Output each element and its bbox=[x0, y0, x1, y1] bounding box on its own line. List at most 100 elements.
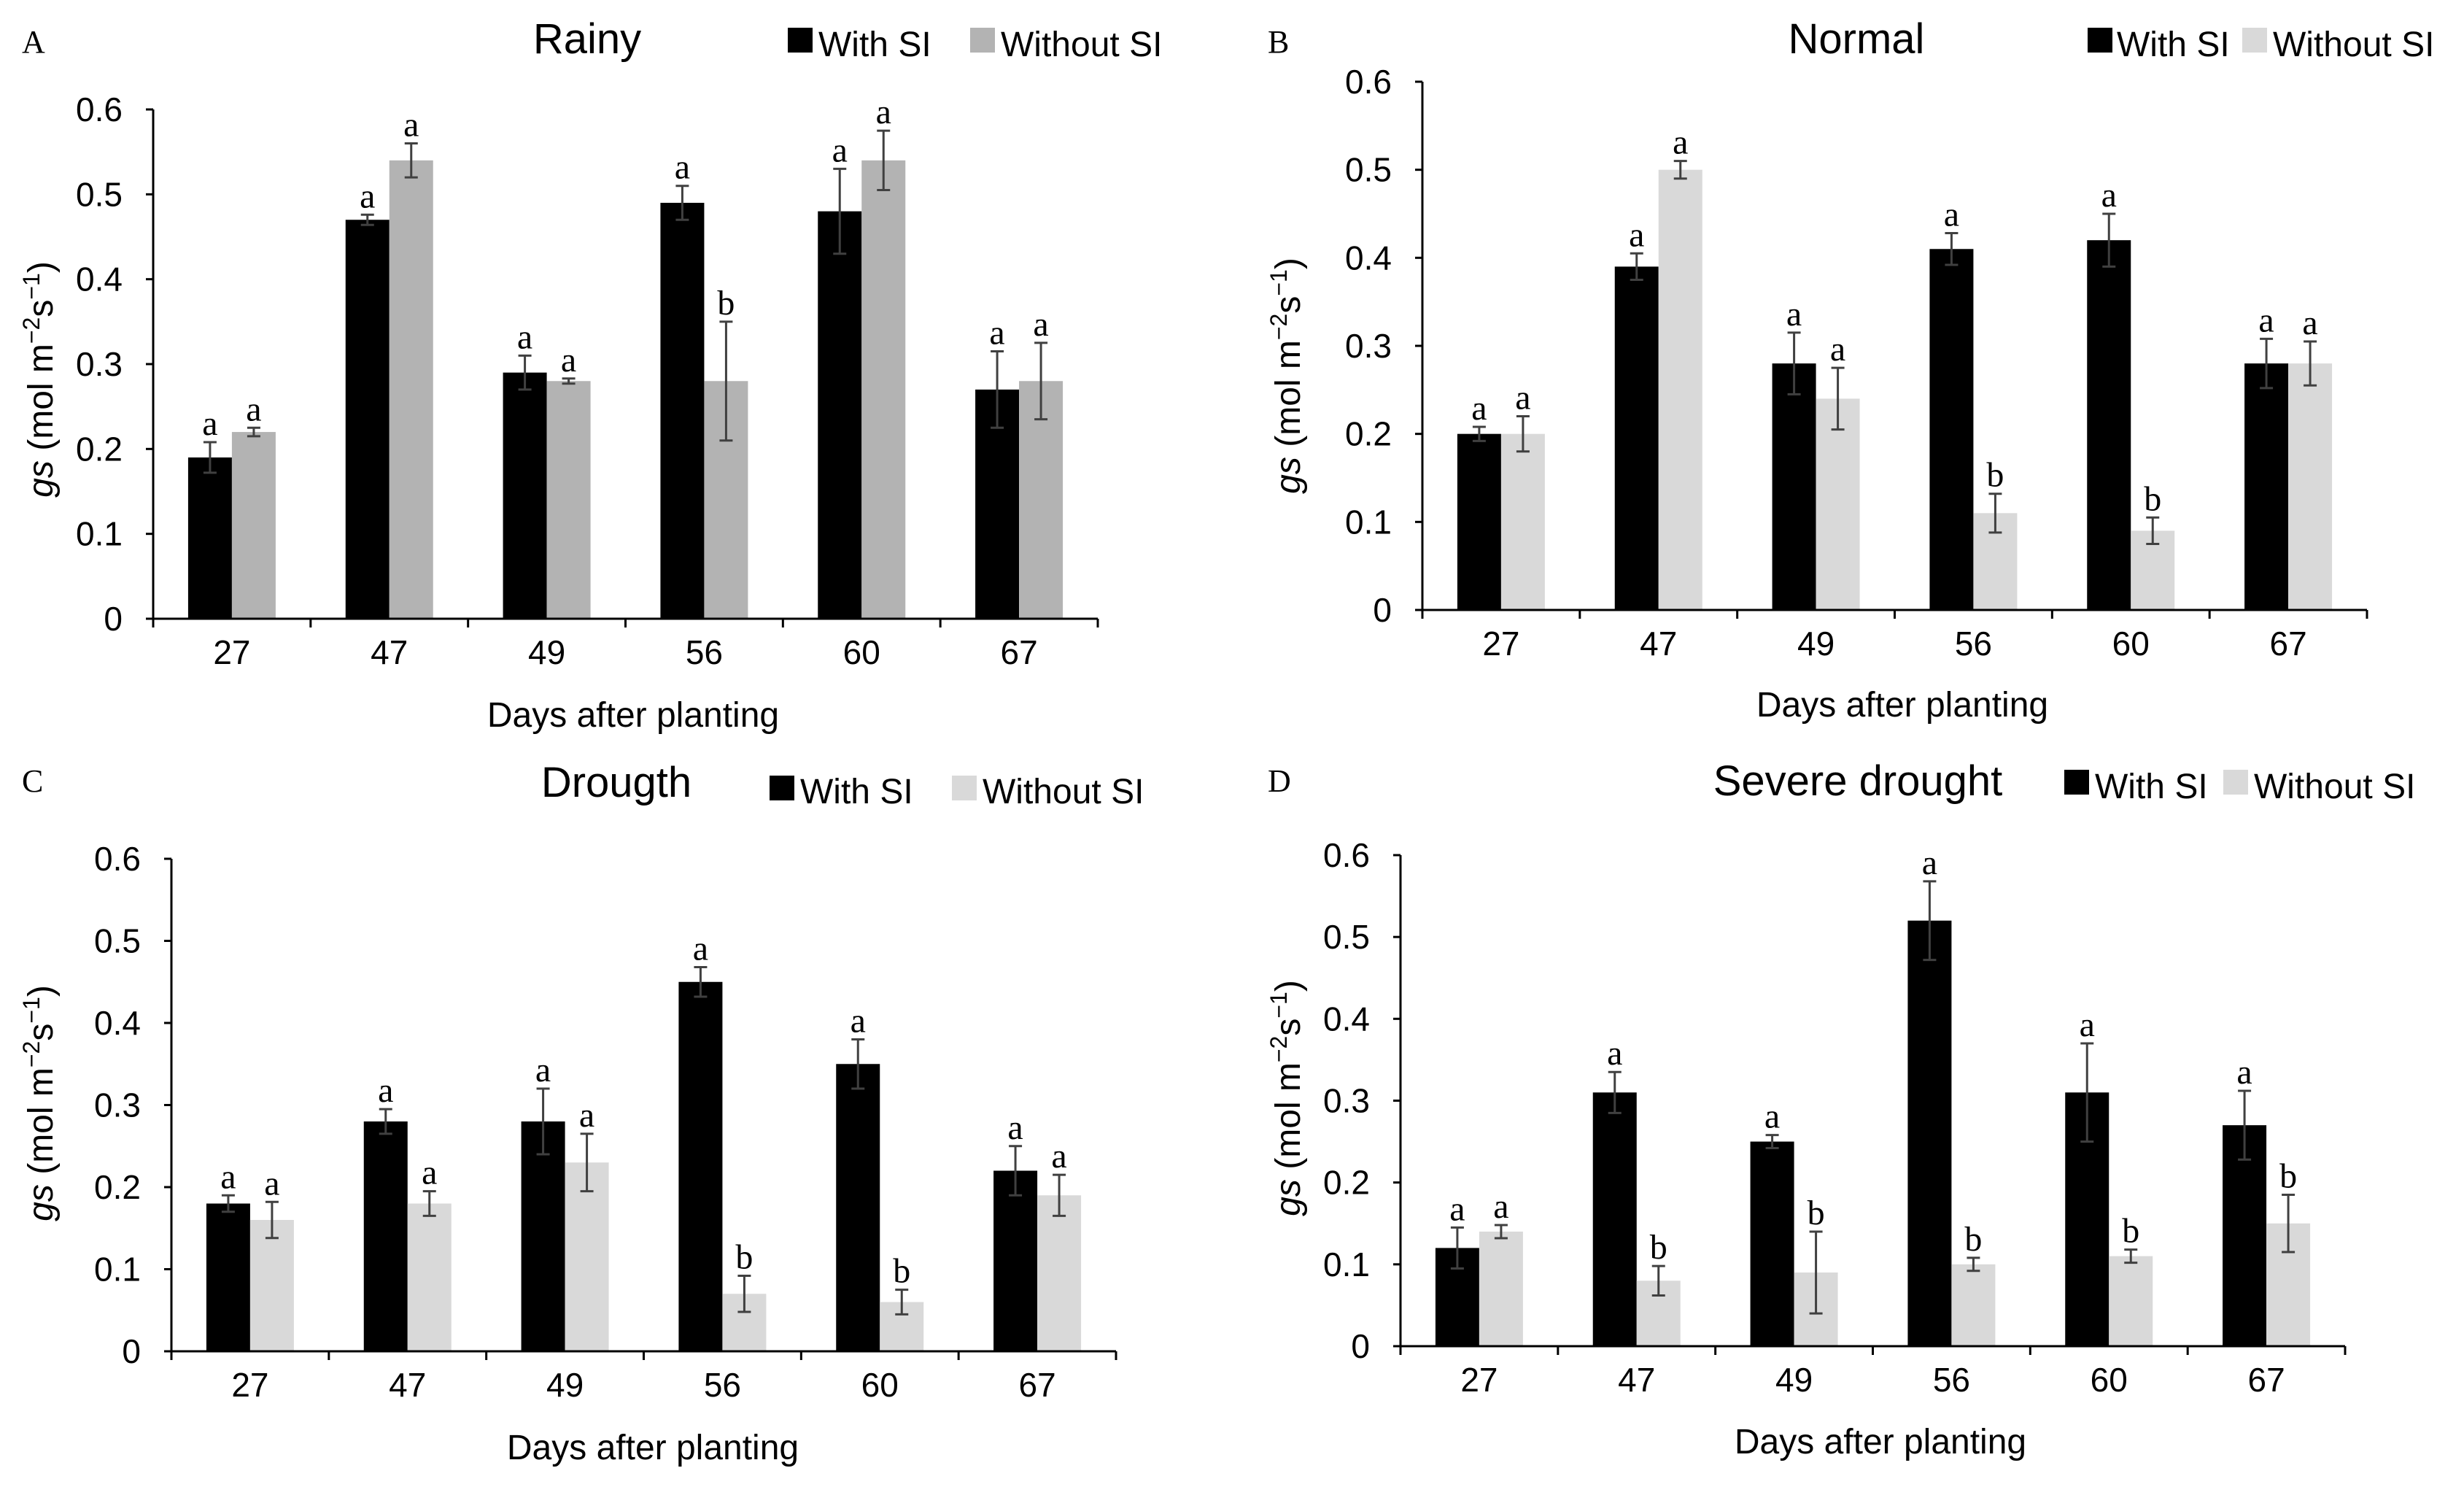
bar-with-si bbox=[206, 1203, 250, 1351]
bar-with-si bbox=[363, 1121, 408, 1351]
error-bar bbox=[1630, 252, 1643, 281]
legend-swatch-without-si bbox=[2223, 770, 2248, 795]
legend-swatch-with-si bbox=[770, 776, 794, 800]
legend-swatch-without-si bbox=[2242, 28, 2267, 53]
x-tick-label: 47 bbox=[1640, 625, 1677, 663]
significance-letter: a bbox=[1007, 1108, 1023, 1147]
legend-swatch-without-si bbox=[970, 28, 995, 53]
y-tick-label: 0 bbox=[122, 1332, 141, 1370]
significance-letter: a bbox=[561, 341, 576, 379]
x-axis-label: Days after planting bbox=[1756, 686, 2048, 725]
legend-label-without-si: Without SI bbox=[983, 773, 1144, 811]
error-bar bbox=[2260, 337, 2274, 390]
error-bar bbox=[1809, 1230, 1823, 1315]
x-tick-label: 56 bbox=[1933, 1361, 1970, 1399]
significance-letter: a bbox=[1764, 1097, 1780, 1136]
significance-letter: a bbox=[1449, 1189, 1465, 1228]
error-bar bbox=[221, 1194, 235, 1213]
significance-letter: a bbox=[1830, 330, 1845, 368]
error-bar bbox=[1009, 1145, 1023, 1197]
x-tick-label: 67 bbox=[2269, 625, 2306, 663]
bar-with-si bbox=[503, 372, 547, 619]
x-tick-label: 49 bbox=[528, 633, 565, 671]
error-bar bbox=[265, 1200, 279, 1240]
bar-with-si bbox=[187, 457, 232, 619]
bar-without-si bbox=[1951, 1264, 1996, 1346]
significance-letter: b bbox=[2122, 1212, 2139, 1251]
significance-letter: b bbox=[2144, 479, 2161, 518]
y-axis-label: gs (mol m−2s−1) bbox=[1266, 980, 1308, 1216]
y-tick-label: 0.6 bbox=[94, 840, 141, 878]
significance-letter: b bbox=[2279, 1156, 2297, 1195]
y-tick-label: 0.4 bbox=[94, 1004, 141, 1042]
panel-c-drougth: C Drougth With SI Without SI Days after … bbox=[18, 759, 1144, 1467]
x-tick-label: 60 bbox=[2091, 1361, 2128, 1399]
error-bar bbox=[2146, 516, 2160, 545]
y-tick-label: 0.1 bbox=[94, 1251, 141, 1289]
error-bar bbox=[562, 377, 576, 385]
y-tick-label: 0.3 bbox=[94, 1086, 141, 1124]
bar-without-si bbox=[389, 160, 433, 619]
error-bar bbox=[2124, 1248, 2138, 1264]
y-tick-label: 0.2 bbox=[1323, 1164, 1370, 1202]
y-tick-label: 0.1 bbox=[76, 515, 123, 553]
bar-without-si bbox=[861, 160, 906, 619]
bar-with-si bbox=[1772, 363, 1816, 610]
significance-letter: a bbox=[535, 1051, 551, 1089]
x-tick-label: 56 bbox=[704, 1366, 741, 1404]
bar-without-si bbox=[407, 1203, 452, 1351]
chart-title: Normal bbox=[1789, 15, 1925, 63]
legend-label-with-si: With SI bbox=[2117, 26, 2230, 64]
y-tick-label: 0.2 bbox=[94, 1168, 141, 1206]
panel-letter: B bbox=[1268, 24, 1289, 60]
bar-without-si bbox=[1500, 433, 1545, 610]
error-bar bbox=[1034, 341, 1048, 421]
significance-letter: a bbox=[378, 1071, 393, 1110]
bar-without-si bbox=[249, 1220, 294, 1351]
plot-area: 00.10.20.30.40.50.6a a27aa47aa49ab56ab60a… bbox=[94, 840, 1117, 1404]
significance-letter: a bbox=[876, 93, 891, 131]
significance-letter: b bbox=[1808, 1194, 1825, 1232]
y-tick-label: 0.6 bbox=[76, 90, 123, 128]
bar-with-si bbox=[1750, 1141, 1794, 1346]
significance-letter: a bbox=[403, 106, 419, 144]
bar-with-si bbox=[1457, 433, 1501, 610]
panel-d-severe-drought: D Severe drought With SI Without SI Days… bbox=[1266, 757, 2415, 1461]
x-tick-label: 47 bbox=[389, 1366, 426, 1404]
error-bar bbox=[719, 320, 733, 442]
legend-swatch-without-si bbox=[952, 776, 977, 800]
bar-without-si bbox=[1479, 1231, 1523, 1346]
x-tick-label: 27 bbox=[1460, 1361, 1498, 1399]
plot-area: 00.10.20.30.40.50.6a a27aa47aa49ab56aa60a… bbox=[76, 90, 1099, 671]
bar-with-si bbox=[1907, 920, 1952, 1346]
significance-letter: b bbox=[735, 1238, 753, 1277]
x-tick-label: 49 bbox=[1797, 625, 1835, 663]
legend-swatch-with-si bbox=[788, 28, 813, 53]
error-bar bbox=[1923, 880, 1937, 962]
plot-area: 00.10.20.30.40.50.6a a27aa47aa49ab56ab60a… bbox=[1345, 63, 2368, 663]
x-tick-label: 27 bbox=[1482, 625, 1519, 663]
bar-without-si bbox=[1019, 381, 1064, 619]
error-bar bbox=[1945, 232, 1959, 266]
error-bar bbox=[694, 966, 708, 998]
bar-with-si bbox=[345, 220, 390, 619]
error-bar bbox=[1673, 160, 1687, 180]
significance-letter: a bbox=[1944, 196, 1959, 234]
error-bar bbox=[1651, 1264, 1665, 1297]
significance-letter: a bbox=[264, 1164, 279, 1202]
y-tick-label: 0.3 bbox=[1323, 1082, 1370, 1120]
panel-letter: C bbox=[22, 763, 43, 799]
y-tick-label: 0 bbox=[1351, 1327, 1370, 1365]
error-bar bbox=[360, 213, 374, 226]
y-tick-label: 0.4 bbox=[1323, 1000, 1370, 1038]
panel-letter: A bbox=[22, 24, 45, 60]
error-bar bbox=[536, 1087, 550, 1156]
significance-letter: a bbox=[246, 390, 261, 428]
significance-letter: a bbox=[989, 314, 1004, 352]
error-bar bbox=[1472, 425, 1486, 442]
significance-letter: a bbox=[1493, 1187, 1508, 1226]
error-bar bbox=[203, 441, 217, 474]
bar-with-si bbox=[521, 1121, 565, 1351]
error-bar bbox=[1516, 415, 1530, 453]
